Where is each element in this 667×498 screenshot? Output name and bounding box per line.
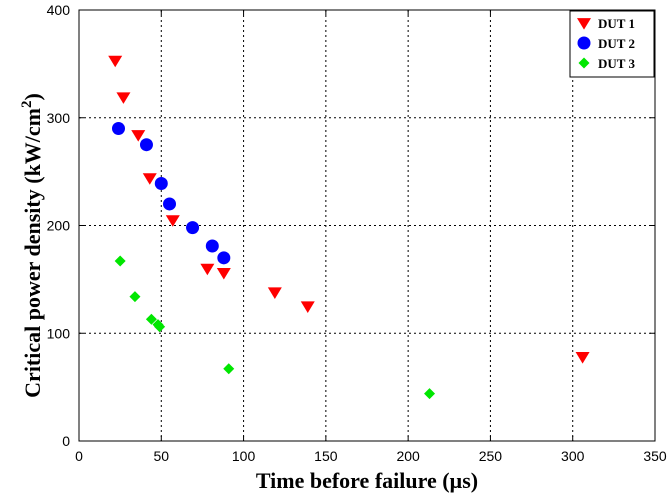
- grid-lines: [79, 10, 655, 441]
- x-tick-label: 0: [75, 448, 83, 464]
- data-point: [154, 176, 168, 190]
- data-point: [575, 352, 590, 364]
- legend-label: DUT 3: [598, 56, 635, 71]
- series-dut-3: [114, 255, 436, 400]
- y-tick-label: 200: [47, 218, 71, 234]
- data-point: [300, 301, 315, 313]
- data-point: [139, 138, 153, 152]
- axis-ticks: [78, 9, 656, 442]
- data-point: [186, 221, 200, 235]
- x-tick-label: 300: [561, 448, 585, 464]
- data-point: [142, 173, 157, 185]
- y-tick-label: 300: [47, 110, 71, 126]
- data-point: [267, 287, 282, 299]
- data-point: [129, 291, 141, 303]
- y-tick-label: 400: [47, 2, 71, 18]
- data-point: [114, 255, 126, 267]
- y-axis-title-superscript: 2: [19, 100, 35, 108]
- y-axis-title: Critical power density (kW/cm2): [19, 93, 45, 398]
- data-point: [165, 215, 180, 227]
- series-dut-2: [111, 122, 231, 265]
- legend-label: DUT 1: [598, 16, 635, 31]
- legend-marker: [577, 18, 591, 30]
- data-point: [424, 388, 436, 400]
- data-point: [154, 321, 166, 333]
- data-point: [217, 251, 231, 265]
- data-point: [216, 268, 231, 280]
- x-tick-label: 200: [396, 448, 420, 464]
- x-tick-label: 150: [314, 448, 338, 464]
- data-point: [131, 130, 146, 142]
- data-point: [111, 122, 125, 136]
- data-point: [200, 263, 215, 276]
- legend-marker: [578, 57, 590, 69]
- y-axis-title-close: ): [20, 93, 45, 100]
- legend: DUT 1 DUT 2 DUT 3: [569, 10, 655, 78]
- data-point: [116, 92, 131, 104]
- x-tick-label: 350: [643, 448, 667, 464]
- series-dut-1: [108, 55, 590, 364]
- data-point: [223, 363, 235, 375]
- x-tick-label: 50: [153, 448, 169, 464]
- y-axis-title-main: Critical power density (kW/cm: [20, 108, 45, 398]
- data-point: [163, 197, 177, 211]
- tick-labels: 0 50 100 150 200 250 300 350 0 100 200 300 400: [47, 2, 667, 464]
- data-point: [145, 313, 157, 325]
- y-tick-label: 100: [47, 325, 71, 341]
- y-tick-label: 0: [62, 433, 70, 449]
- legend-label: DUT 2: [598, 36, 635, 51]
- x-tick-label: 100: [232, 448, 256, 464]
- x-tick-label: 250: [479, 448, 503, 464]
- data-point: [108, 55, 123, 68]
- legend-marker: [577, 36, 591, 50]
- data-point: [205, 239, 219, 253]
- x-axis-title: Time before failure (µs): [256, 468, 478, 493]
- data-marks: [108, 55, 590, 400]
